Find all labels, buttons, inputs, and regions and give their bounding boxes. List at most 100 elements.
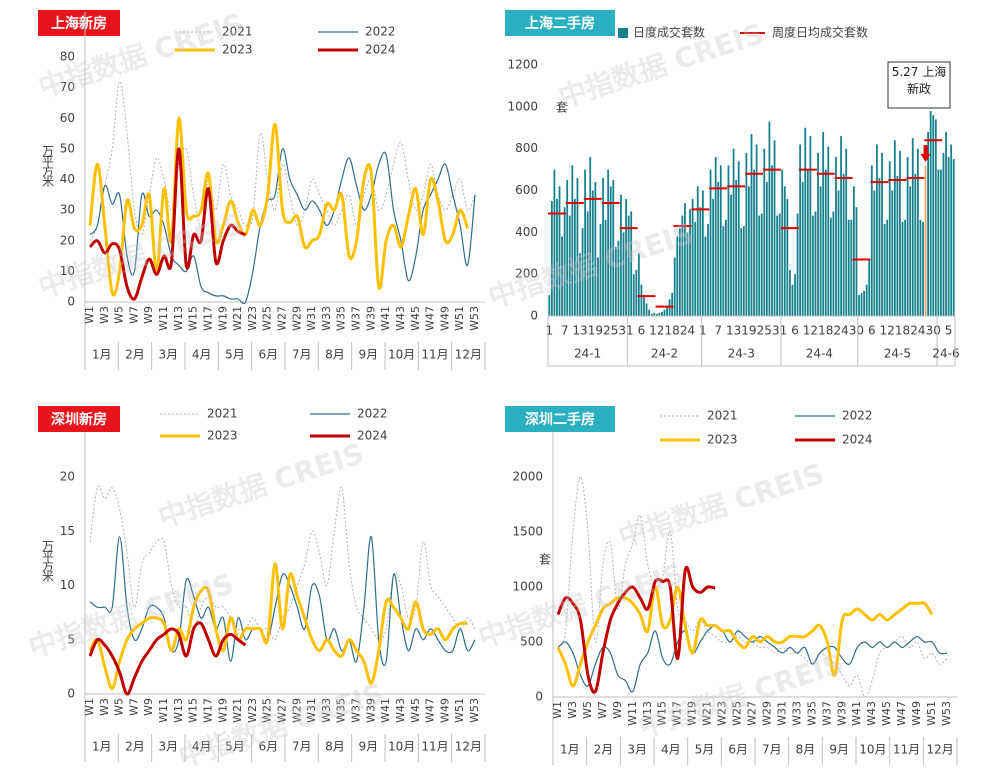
- bar: [904, 219, 906, 316]
- month-label: 4月: [661, 743, 681, 757]
- line-series: [88, 562, 468, 691]
- y-tick-label: 1000: [512, 580, 543, 594]
- month-label: 5月: [225, 348, 245, 362]
- bar: [850, 219, 853, 316]
- x-tick-label: W7: [127, 306, 140, 324]
- y-tick-label: 400: [515, 225, 538, 239]
- bar: [870, 165, 873, 316]
- month-label: 10月: [859, 743, 886, 757]
- legend-label: 2023: [207, 429, 238, 443]
- x-tick-label: W19: [216, 306, 229, 331]
- bar: [791, 284, 794, 316]
- month-label: 7月: [292, 740, 312, 754]
- bar: [594, 182, 597, 316]
- bar: [699, 207, 702, 316]
- bar: [911, 138, 914, 316]
- bar: [845, 148, 848, 316]
- x-tick-label: 6: [791, 324, 799, 338]
- month-label: 5月: [695, 743, 715, 757]
- bar: [666, 305, 668, 316]
- line-series: [89, 148, 476, 305]
- x-tick-label: 1: [545, 324, 553, 338]
- title-box: [505, 406, 615, 432]
- x-tick-label: W47: [424, 306, 437, 331]
- chart-title: 上海新房: [51, 15, 107, 32]
- x-tick-label: 12: [803, 324, 818, 338]
- bar: [550, 200, 553, 316]
- x-tick-label: W45: [409, 306, 422, 331]
- bar: [919, 219, 922, 316]
- bar: [888, 161, 891, 316]
- bar: [765, 182, 768, 316]
- bar: [584, 169, 587, 316]
- legend-swatch: [618, 28, 628, 38]
- x-tick-label: W39: [364, 698, 377, 723]
- x-tick-label: W33: [790, 701, 803, 726]
- x-tick-label: 12: [880, 324, 895, 338]
- bar: [556, 198, 558, 316]
- bar: [740, 228, 743, 316]
- bar: [622, 232, 625, 316]
- y-tick-label: 20: [60, 470, 75, 484]
- bar: [945, 131, 947, 316]
- y-tick-label: 0: [67, 295, 75, 309]
- x-tick-label: W29: [290, 306, 303, 331]
- month-label: 9月: [359, 740, 379, 754]
- bar: [906, 157, 909, 316]
- bar: [625, 198, 627, 316]
- x-tick-label: W51: [453, 306, 466, 331]
- month-label: 11月: [421, 740, 448, 754]
- x-tick-label: W7: [596, 701, 609, 719]
- bar: [863, 290, 866, 316]
- x-tick-label: 7: [561, 324, 569, 338]
- x-tick-label: W15: [187, 698, 200, 723]
- legend-label: 2024: [842, 433, 873, 447]
- month-label: 12月: [455, 740, 482, 754]
- x-tick-label: W23: [716, 701, 729, 726]
- bar: [901, 221, 904, 316]
- bar: [548, 295, 551, 316]
- bar: [947, 157, 950, 316]
- x-tick-label: W9: [611, 701, 624, 719]
- bar: [612, 180, 615, 316]
- legend-label: 2021: [207, 407, 238, 421]
- legend-label: 2021: [707, 409, 738, 423]
- bar: [737, 161, 740, 316]
- bar: [804, 127, 807, 316]
- month-label: 3月: [159, 348, 179, 362]
- y-tick-label: 20: [60, 233, 75, 247]
- bar: [561, 236, 563, 316]
- bar: [722, 226, 725, 316]
- line-series: [89, 536, 476, 667]
- y-tick-label: 10: [60, 578, 75, 592]
- bar: [581, 228, 584, 316]
- x-tick-label: W27: [276, 306, 289, 331]
- y-axis-label: 万平方米: [41, 145, 55, 187]
- y-tick-label: 500: [520, 635, 543, 649]
- x-tick-label: W35: [805, 701, 818, 726]
- bar: [916, 148, 919, 316]
- bar: [881, 152, 883, 316]
- bar: [732, 148, 735, 316]
- bar: [696, 186, 699, 316]
- bar: [691, 198, 694, 316]
- month-label: 8月: [796, 743, 816, 757]
- x-tick-label: 24: [833, 324, 848, 338]
- y-tick-label: 15: [60, 524, 75, 538]
- x-tick-label: W53: [468, 698, 481, 723]
- x-tick-label: W3: [566, 701, 579, 719]
- x-tick-label: W49: [438, 306, 451, 331]
- bar: [589, 157, 592, 316]
- x-tick-label: 13: [726, 324, 741, 338]
- line-series: [557, 624, 948, 693]
- bar: [658, 312, 661, 316]
- x-tick-label: 5: [945, 324, 953, 338]
- bar: [868, 259, 871, 316]
- month-label: 11月: [893, 743, 920, 757]
- bar: [712, 198, 714, 316]
- group-label: 24-1: [574, 347, 601, 361]
- x-tick-label: 7: [714, 324, 722, 338]
- x-tick-label: W25: [731, 701, 744, 726]
- bar: [748, 186, 750, 316]
